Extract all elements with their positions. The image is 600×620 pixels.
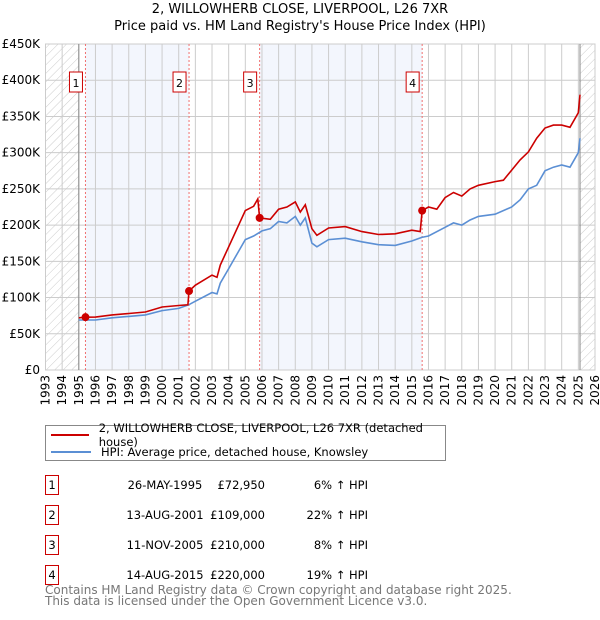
sale-price: £210,000	[210, 538, 265, 552]
hatch-region-after	[580, 44, 595, 370]
x-tick-label: 2024	[555, 375, 569, 406]
legend-item-property: 2, WILLOWHERB CLOSE, LIVERPOOL, L26 7XR …	[51, 421, 445, 449]
x-tick-label: 1993	[39, 375, 53, 406]
x-tick-label: 2002	[188, 375, 202, 406]
x-tick-label: 2020	[488, 375, 502, 406]
x-tick-label: 2025	[571, 375, 585, 406]
x-tick-label: 2005	[238, 375, 252, 406]
sale-price: £72,950	[217, 478, 265, 492]
sale-date: 14-AUG-2015	[126, 568, 204, 582]
x-tick-label: 2010	[322, 375, 336, 406]
x-tick-label: 2004	[222, 375, 236, 406]
x-tick-label: 2016	[421, 375, 435, 406]
sale-hpi-diff: 22% ↑ HPI	[306, 508, 368, 522]
x-tick-label: 2003	[205, 375, 219, 406]
sale-date: 13-AUG-2001	[126, 508, 204, 522]
legend-label-hpi: HPI: Average price, detached house, Know…	[101, 445, 369, 459]
sale-row: 1 26-MAY-1995 £72,950 6% ↑ HPI	[45, 475, 445, 495]
sale-point	[81, 313, 90, 322]
x-tick-label: 2018	[455, 375, 469, 406]
y-tick-label: £450K	[2, 37, 42, 51]
sale-number: 4	[45, 565, 59, 585]
legend: 2, WILLOWHERB CLOSE, LIVERPOOL, L26 7XR …	[45, 421, 446, 461]
legend-label-property: 2, WILLOWHERB CLOSE, LIVERPOOL, L26 7XR …	[98, 421, 423, 449]
y-tick-label: £0	[25, 363, 40, 377]
y-tick-label: £150K	[2, 254, 42, 268]
x-tick-label: 2007	[272, 375, 286, 406]
x-tick-label: 2013	[372, 375, 386, 406]
sale-marker-box	[243, 71, 258, 93]
sale-number: 3	[45, 535, 59, 555]
sale-point	[418, 206, 427, 215]
plot-area: 1993 1994 1995 1996 1997 1998 1999 2000 2001 2002…	[2, 37, 600, 406]
y-tick-label: £200K	[2, 218, 42, 232]
x-tick-label: 2022	[521, 375, 535, 406]
footer-licence: This data is licensed under the Open Gov…	[45, 594, 428, 608]
x-tick-label: 2006	[255, 375, 269, 406]
sale-point	[255, 213, 264, 222]
chart-subtitle: Price paid vs. HM Land Registry's House …	[114, 19, 486, 34]
sale-point	[185, 287, 194, 296]
y-tick-label: £400K	[2, 73, 42, 87]
y-tick-label: £50K	[9, 327, 41, 341]
legend-item-hpi: HPI: Average price, detached house, Know…	[51, 444, 368, 460]
x-tick-label: 1996	[88, 375, 102, 406]
x-tick-label: 1997	[105, 375, 119, 406]
y-tick-label: £300K	[2, 146, 42, 160]
sale-row: 4 14-AUG-2015 £220,000 19% ↑ HPI	[45, 565, 445, 585]
sale-price: £109,000	[210, 508, 265, 522]
hpi-line	[78, 138, 581, 321]
x-tick-label: 2014	[388, 375, 402, 406]
y-tick-label: £100K	[2, 291, 42, 305]
x-tick-label: 1995	[72, 375, 86, 406]
x-tick-label: 2015	[405, 375, 419, 406]
sale-date: 11-NOV-2005	[126, 538, 204, 552]
x-tick-label: 1994	[55, 375, 69, 406]
footer-copyright: Contains HM Land Registry data © Crown c…	[45, 583, 512, 597]
sale-number: 2	[45, 505, 59, 525]
sale-marker-label: 2	[176, 77, 183, 90]
sale-hpi-diff: 19% ↑ HPI	[306, 568, 368, 582]
sale-marker-label: 4	[409, 77, 416, 90]
sale-price: £220,000	[210, 568, 265, 582]
plot-border	[45, 43, 596, 371]
x-tick-label: 2019	[471, 375, 485, 406]
sale-hpi-diff: 6% ↑ HPI	[313, 478, 368, 492]
x-tick-label: 2023	[538, 375, 552, 406]
chart-title: 2, WILLOWHERB CLOSE, LIVERPOOL, L26 7XR	[151, 2, 449, 17]
x-tick-label: 2008	[288, 375, 302, 406]
sale-marker-box	[405, 71, 420, 93]
shaded-period	[85, 44, 190, 370]
x-tick-label: 1998	[122, 375, 136, 406]
x-tick-label: 2000	[155, 375, 169, 406]
sale-marker-label: 1	[72, 77, 79, 90]
legend-swatch-red	[51, 434, 89, 436]
sale-row: 2 13-AUG-2001 £109,000 22% ↑ HPI	[45, 505, 445, 525]
sale-hpi-diff: 8% ↑ HPI	[313, 538, 368, 552]
y-tick-label: £250K	[2, 182, 42, 196]
x-tick-label: 2021	[505, 375, 519, 406]
x-tick-label: 2001	[172, 375, 186, 406]
x-tick-label: 2009	[305, 375, 319, 406]
sale-marker-box	[68, 71, 83, 93]
sale-row: 3 11-NOV-2005 £210,000 8% ↑ HPI	[45, 535, 445, 555]
x-tick-label: 2012	[355, 375, 369, 406]
sale-marker-box	[172, 71, 187, 93]
legend-swatch-blue	[51, 451, 91, 453]
x-tick-label: 1999	[138, 375, 152, 406]
x-tick-label: 2011	[338, 375, 352, 406]
sale-number: 1	[45, 475, 59, 495]
x-tick-label: 2026	[588, 375, 600, 406]
sale-date: 26-MAY-1995	[127, 478, 203, 492]
x-tick-label: 2017	[438, 375, 452, 406]
y-tick-label: £350K	[2, 109, 42, 123]
sale-marker-label: 3	[247, 77, 254, 90]
